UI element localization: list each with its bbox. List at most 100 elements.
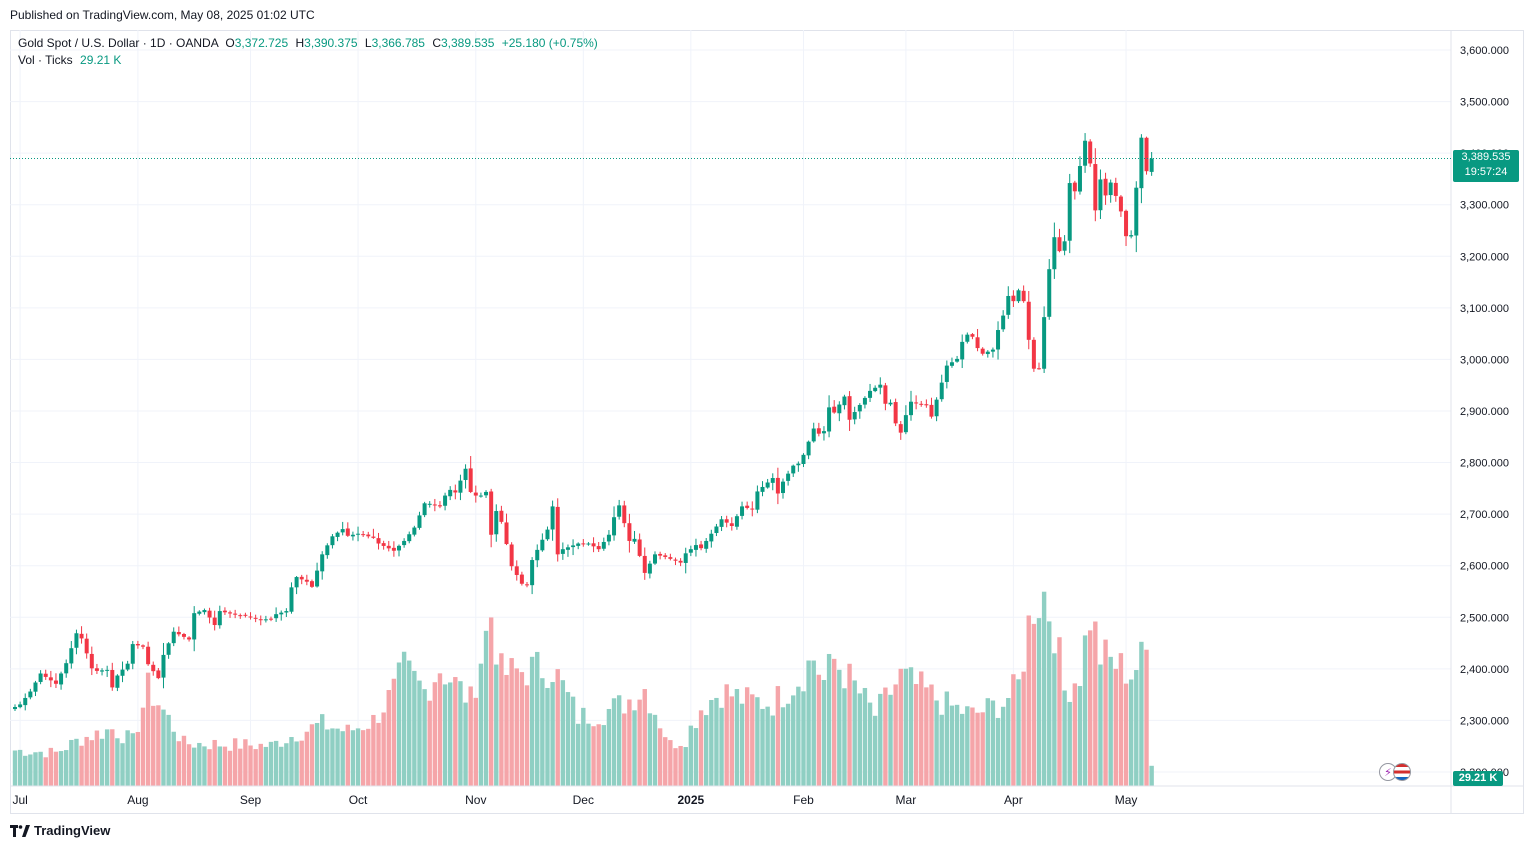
candle-body [69,648,74,664]
candle-body [914,402,919,404]
candle-body [18,704,23,708]
candle-body [545,529,550,540]
volume-bar [366,728,371,786]
candle-body [898,424,903,433]
candle-body [1067,183,1072,241]
volume-bar [591,726,596,786]
candle-body [1139,137,1144,189]
volume-bar [832,658,837,786]
volume-bar [919,671,924,786]
volume-bar [780,707,786,786]
candle-body [750,508,755,510]
volume-bar [263,746,269,786]
candle-body [765,482,770,488]
open-label: O [225,36,235,50]
candle-body [64,663,69,674]
volume-bar [325,729,330,786]
volume-bar [934,700,939,786]
candle-body [601,541,606,549]
volume-bar [1093,621,1098,786]
volume-bar [750,694,755,786]
volume-bar [975,712,980,786]
candle-body [386,545,391,549]
us-flag-icon[interactable] [1393,763,1411,781]
volume-bar [350,730,356,786]
candle-body [187,637,192,640]
volume-bar [545,687,550,786]
candle-body [130,644,135,664]
candlestick-chart[interactable]: Jul Aug Sep Oct Nov Dec 2025 Feb Mar Apr May 3,600.… [10,30,1524,814]
volume-bar [171,731,176,786]
candle-body [391,547,396,551]
candle-body [105,669,110,671]
candle-body [171,631,176,644]
volume-bar [642,689,647,786]
candle-body [632,538,637,542]
volume-bar [1057,637,1062,786]
volume-bar [939,714,944,786]
candle-body [176,632,181,635]
candle-body [622,505,627,524]
candle-body [673,559,678,561]
volume-bar [258,743,263,786]
candle-body [842,396,847,406]
volume-bar [253,749,258,786]
tradingview-footer[interactable]: TradingView [10,823,110,838]
candle-body [709,533,714,542]
volume-bar [550,682,555,786]
volume-label[interactable]: Vol · Ticks [18,53,73,67]
volume-bar [304,731,310,786]
candle-body [422,503,427,516]
candle-body [248,616,253,618]
candle-body [437,505,442,507]
candle-body [683,553,688,563]
candle-body [366,534,371,537]
x-tick-label: Nov [465,793,486,807]
candle-body [699,544,704,549]
volume-bar [120,743,125,786]
volume-bar [965,706,970,786]
candle-body [878,384,883,388]
volume-bar [565,692,571,786]
volume-bar [821,679,827,786]
volume-bar [488,617,494,786]
candle-body [1006,295,1011,315]
volume-layer [12,591,1154,786]
candle-body [868,390,873,398]
volume-bar [396,662,402,786]
candle-body [796,463,801,466]
y-tick-label: 3,300.000 [1460,200,1509,212]
volume-bar [862,687,868,786]
x-tick-label: Dec [573,793,594,807]
candle-body [335,532,340,537]
candle-body [74,633,79,648]
candle-body [458,480,463,493]
candle-body [637,539,642,556]
y-tick-label: 3,500.000 [1460,97,1509,109]
candle-body [560,549,565,554]
candle-body [28,691,33,698]
candle-body [847,396,852,420]
volume-bar [432,682,438,786]
candle-body [23,697,28,706]
volume-bar [529,656,535,786]
symbol-title[interactable]: Gold Spot / U.S. Dollar · 1D · OANDA [18,36,219,50]
volume-bar [217,746,222,786]
volume-bar [985,698,990,786]
volume-bar [1123,683,1129,786]
volume-bar [478,663,484,786]
low-label: L [364,36,372,50]
candle-body [924,404,929,406]
volume-bar [883,687,888,786]
candle-body [965,334,970,342]
volume-bar [371,714,376,786]
candle-body [775,477,780,494]
volume-bar [248,745,253,786]
volume-bar [104,729,110,786]
event-badges[interactable]: ⚡ [1379,763,1411,781]
change-value: +25.180 (+0.75%) [501,36,598,50]
volume-bar [596,724,601,786]
volume-bar [616,695,622,786]
candle-body [13,707,17,710]
candle-body [827,407,832,432]
